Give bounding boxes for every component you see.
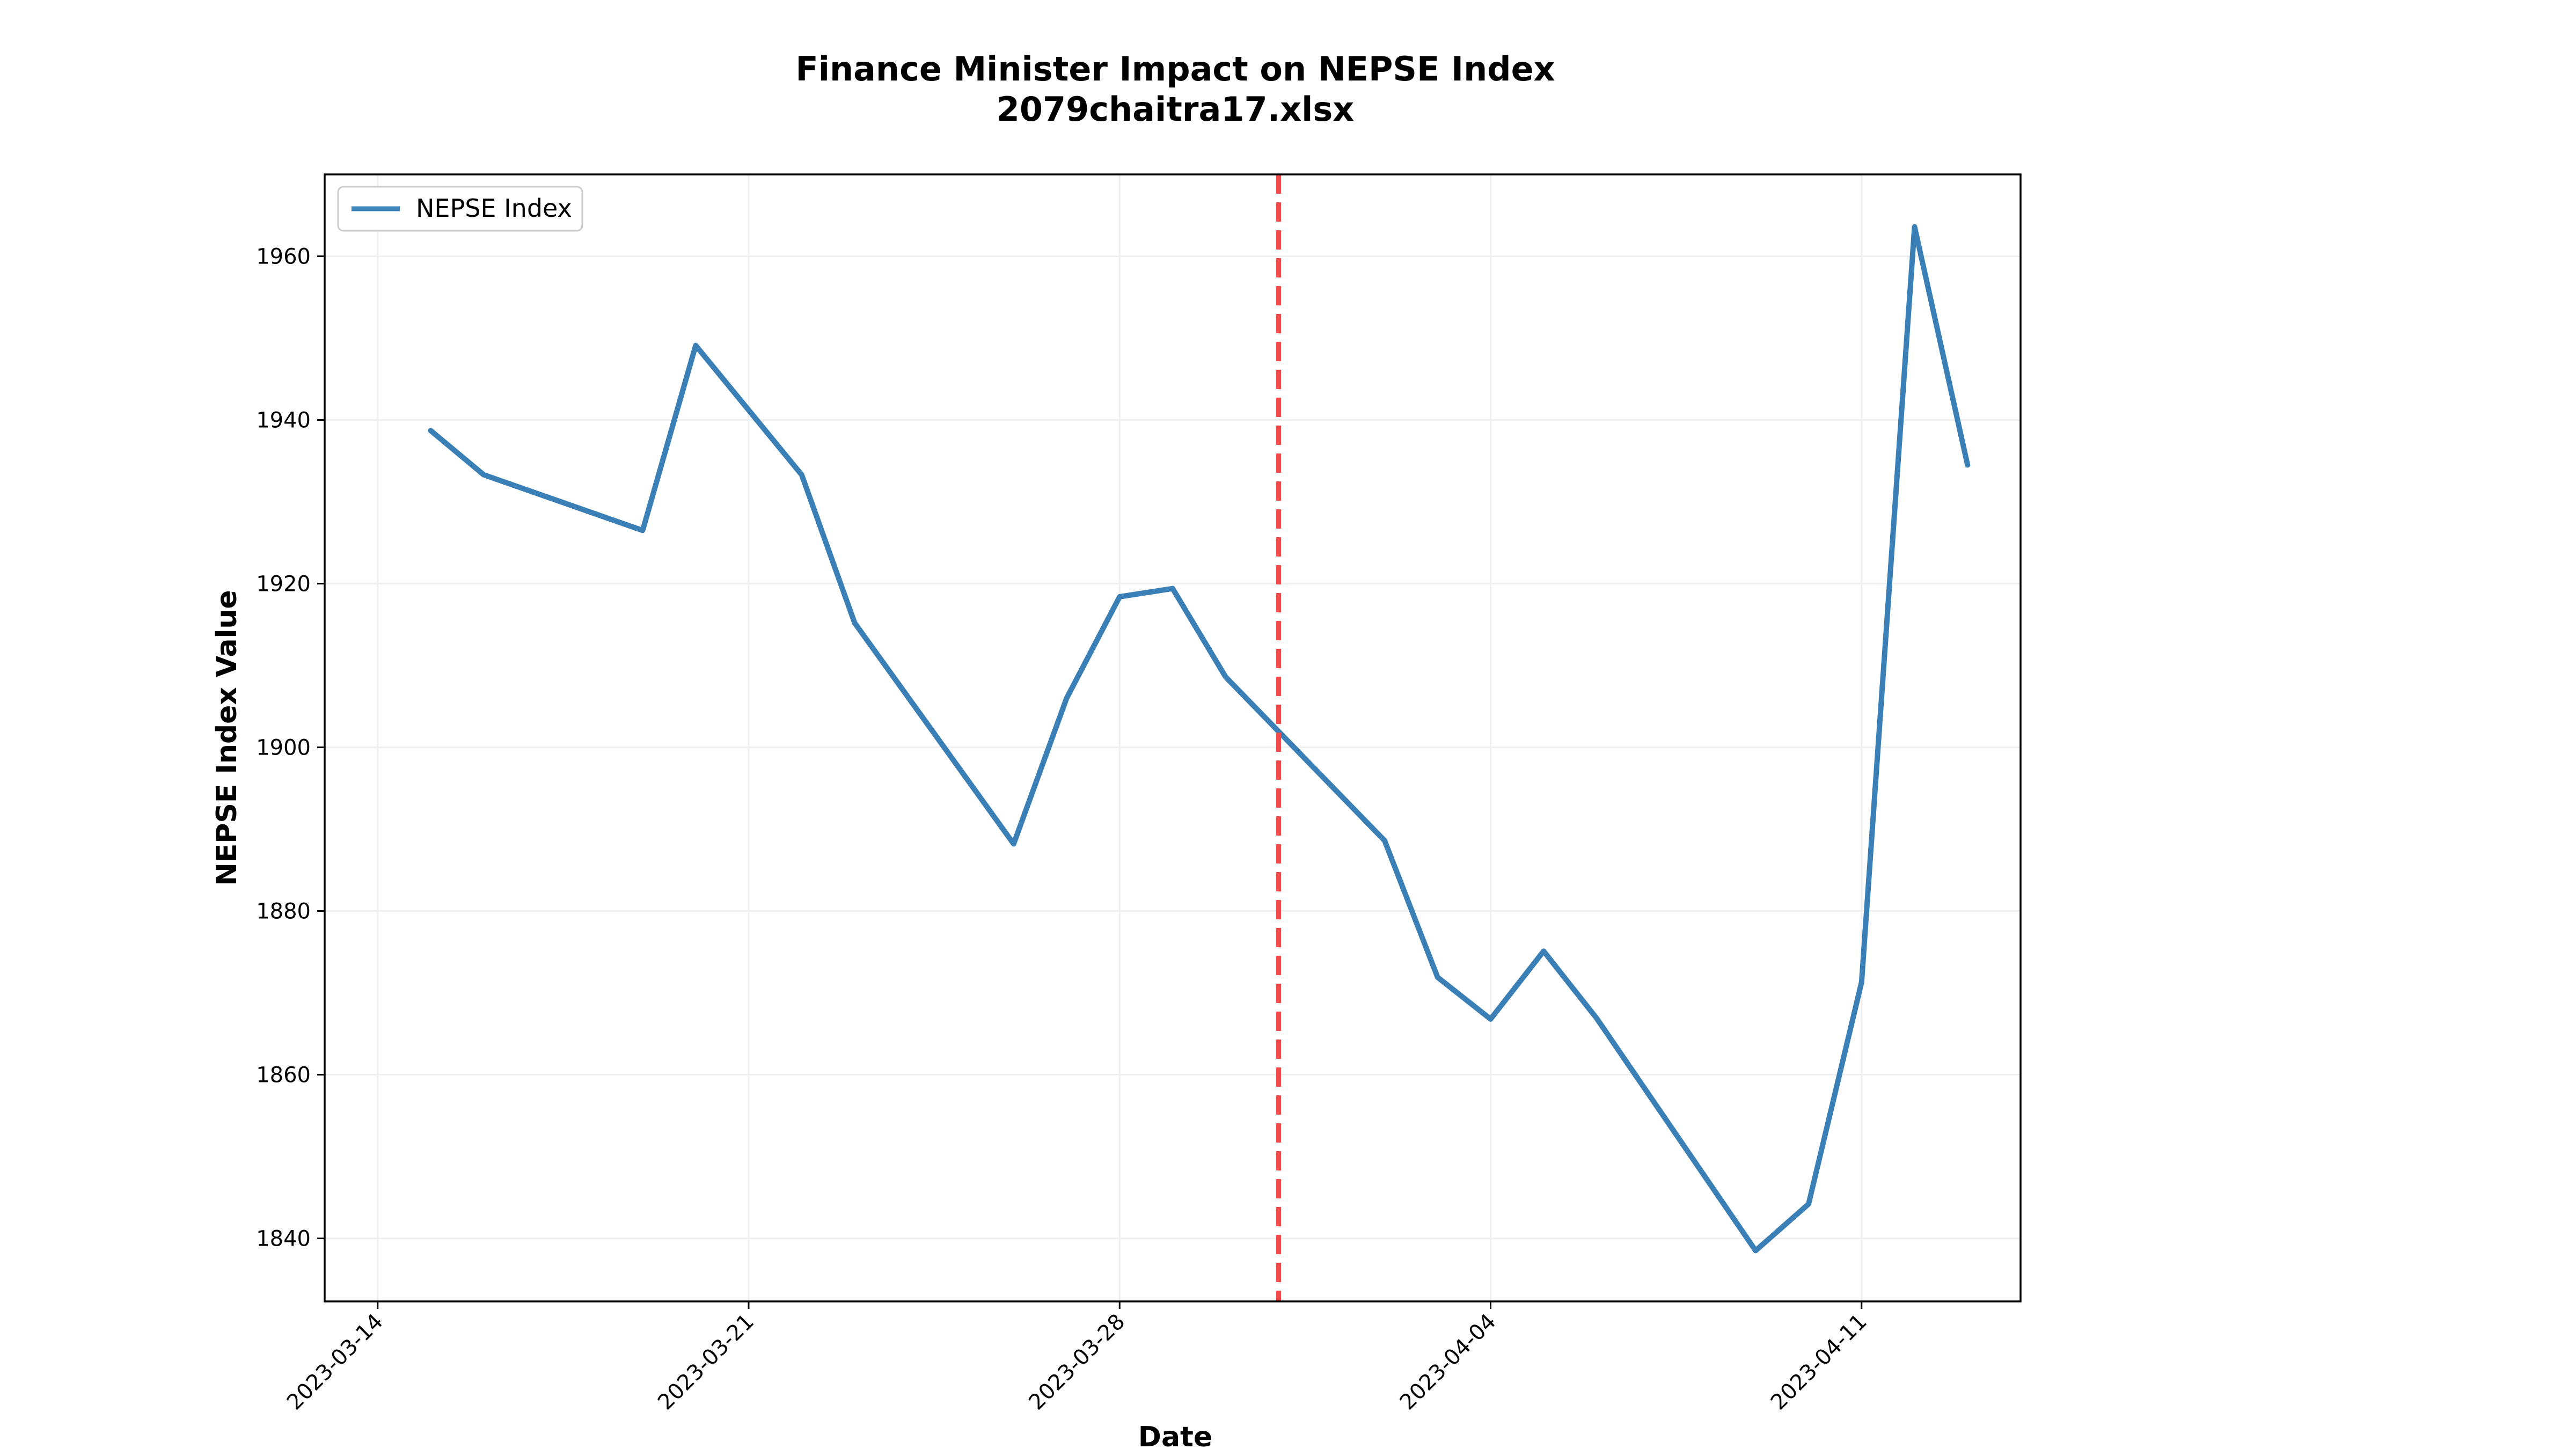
data-point (1753, 1248, 1758, 1253)
y-tick-label: 1920 (256, 572, 311, 597)
data-point (852, 620, 858, 626)
y-tick-label: 1960 (256, 245, 311, 269)
y-tick-label: 1900 (256, 736, 311, 760)
y-tick-label: 1860 (256, 1063, 311, 1088)
chart-subtitle: 2079chaitra17.xlsx (997, 90, 1355, 129)
data-point (1170, 586, 1175, 591)
data-point (1541, 948, 1546, 954)
data-point (1965, 462, 1970, 467)
data-point (1011, 841, 1016, 846)
grid-lines (325, 174, 2021, 1301)
y-tick-label: 1840 (256, 1227, 311, 1252)
data-point (428, 428, 434, 433)
x-axis-label: Date (1138, 1421, 1212, 1449)
data-point (693, 343, 698, 348)
legend-box (337, 186, 583, 232)
data-point (1912, 224, 1918, 230)
data-point (799, 472, 804, 478)
legend-label: NEPSE Index (416, 194, 572, 223)
data-point (1859, 979, 1864, 985)
y-axis-ticks: 1840 1860 1880 1900 1920 1940 1960 (256, 245, 325, 1252)
data-point (1488, 1016, 1494, 1022)
legend: NEPSE Index (337, 186, 583, 232)
chart-title: Finance Minister Impact on NEPSE Index (795, 49, 1555, 89)
data-point (1223, 674, 1228, 679)
data-point (1806, 1202, 1811, 1207)
y-axis-label: NEPSE Index Value (211, 590, 243, 885)
series-line-nepse-index (428, 224, 1971, 1254)
data-point (640, 528, 646, 533)
data-point (1382, 838, 1387, 843)
plot-frame (324, 173, 2022, 1302)
data-point (1117, 594, 1122, 599)
data-point (1435, 975, 1440, 980)
data-point (1064, 696, 1070, 701)
y-tick-label: 1940 (256, 408, 311, 433)
y-tick-label: 1880 (256, 899, 311, 924)
data-point (1594, 1015, 1599, 1021)
series-layer (428, 224, 1971, 1254)
data-point (481, 472, 486, 478)
